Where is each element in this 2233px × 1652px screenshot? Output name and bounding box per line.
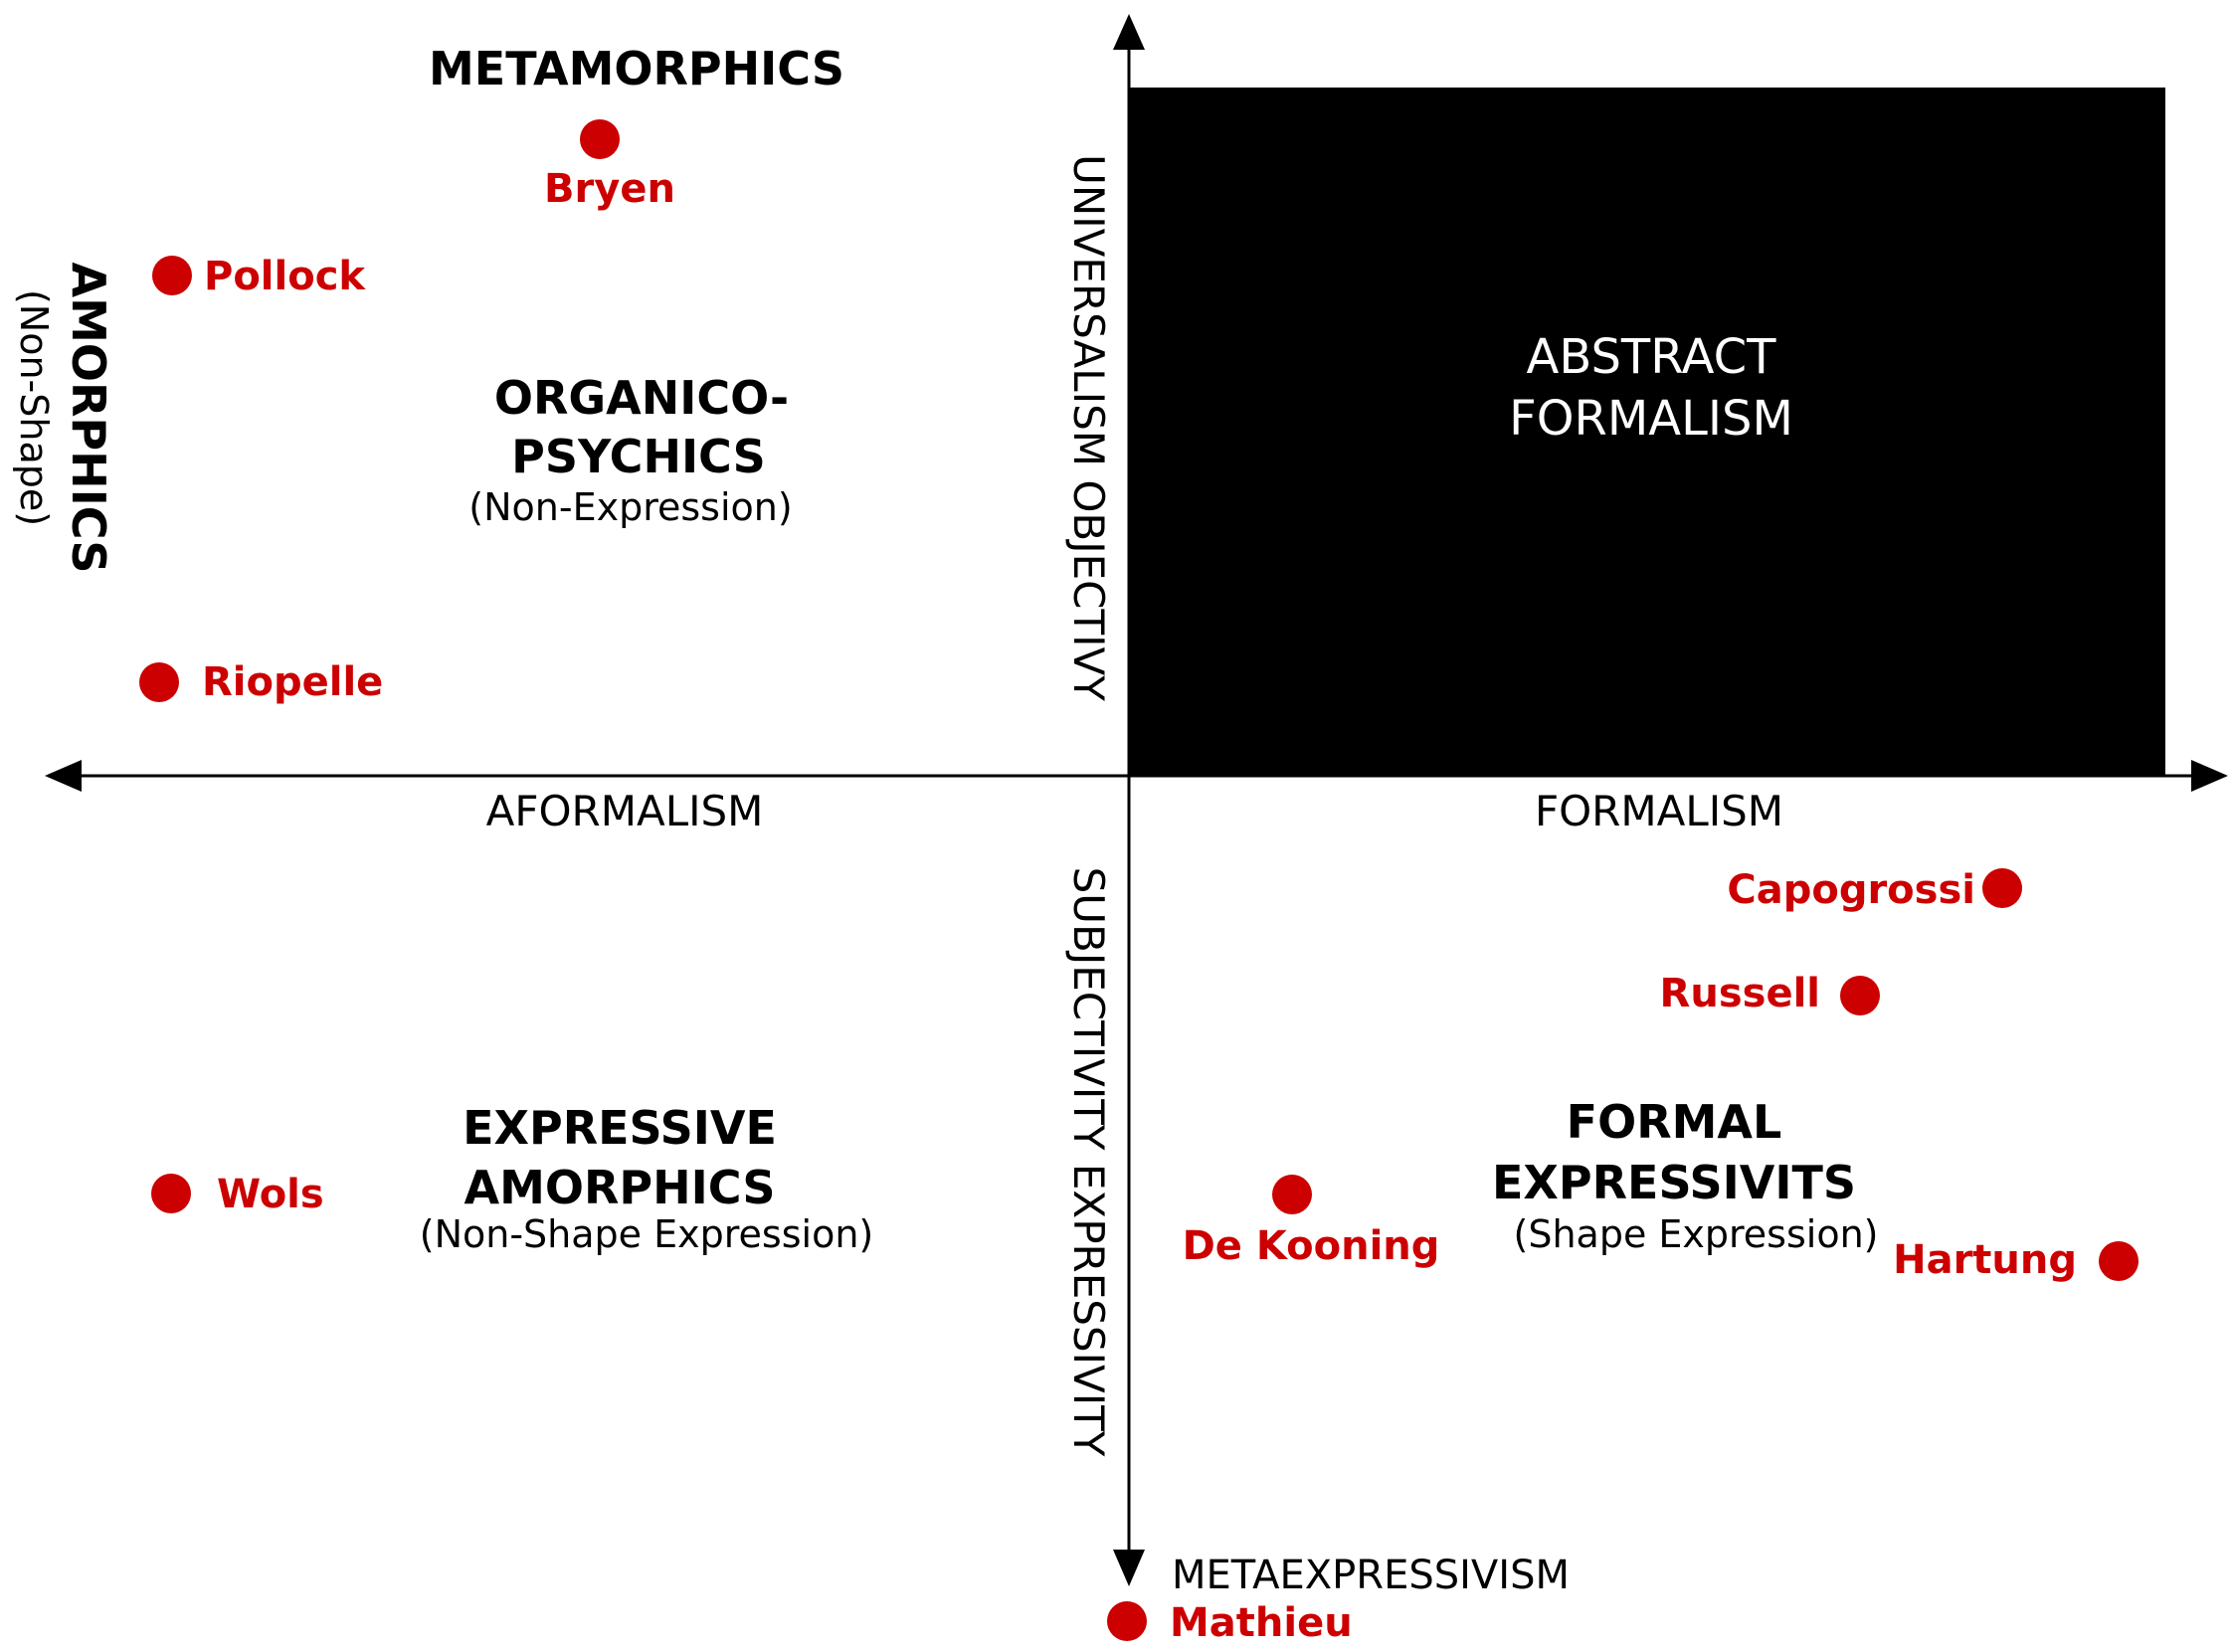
artist-dot-bryen (580, 119, 620, 159)
arrow-down-icon (1113, 1550, 1145, 1586)
arrow-left-icon (45, 760, 82, 792)
region-organico-line1: ORGANICO- (494, 371, 789, 425)
region-organico-subtitle: (Non-Expression) (468, 485, 792, 529)
artist-dot-wols (151, 1174, 191, 1213)
region-expressive-line2: AMORPHICS (465, 1161, 776, 1214)
artist-label-bryen: Bryen (544, 166, 675, 212)
artist-label-mathieu: Mathieu (1170, 1600, 1353, 1646)
artist-label-hartung: Hartung (1893, 1237, 2077, 1283)
region-metamorphics: METAMORPHICS (429, 42, 844, 95)
axis-label-formalism: FORMALISM (1535, 787, 1783, 835)
artist-dot-capogrossi (1982, 868, 2022, 908)
artist-label-dekooning: De Kooning (1183, 1223, 1440, 1269)
region-amorphics-subtitle: (Non-Shape) (12, 289, 56, 526)
artist-dot-hartung (2099, 1241, 2139, 1281)
artist-label-capogrossi: Capogrossi (1727, 867, 1975, 913)
arrow-right-icon (2191, 760, 2228, 792)
region-formal-subtitle: (Shape Expression) (1514, 1212, 1879, 1256)
axis-label-metaexpressivism: METAEXPRESSIVISM (1172, 1553, 1570, 1598)
artist-label-pollock: Pollock (204, 254, 366, 299)
region-formal-line1: FORMAL (1567, 1095, 1782, 1149)
artist-dot-russell (1840, 976, 1880, 1015)
arrow-up-icon (1113, 14, 1145, 50)
region-formal-line2: EXPRESSIVITS (1492, 1156, 1856, 1209)
artist-label-riopelle: Riopelle (202, 659, 383, 705)
region-amorphics-title: AMORPHICS (62, 263, 115, 574)
region-expressive-line1: EXPRESSIVE (463, 1101, 777, 1155)
abstract-formalism-box (1129, 88, 2165, 776)
region-abstract-line1: ABSTRACT (1527, 329, 1777, 385)
artist-label-russell: Russell (1660, 971, 1820, 1016)
axis-label-aformalism: AFORMALISM (486, 787, 764, 835)
artist-dot-riopelle (139, 662, 179, 702)
region-expressive-subtitle: (Non-Shape Expression) (420, 1212, 873, 1256)
artist-label-wols: Wols (217, 1172, 324, 1217)
artist-dot-dekooning (1272, 1175, 1312, 1214)
region-organico-line2: PSYCHICS (511, 430, 766, 483)
region-abstract-line2: FORMALISM (1509, 391, 1793, 447)
artist-dot-mathieu (1107, 1601, 1147, 1641)
artist-dot-pollock (152, 256, 192, 295)
axis-label-subjectivity: SUBJECTIVITY EXPRESSIVITY (1064, 867, 1113, 1457)
axis-label-universalism: UNIVERSALISM OBJECTIVY (1064, 154, 1113, 701)
